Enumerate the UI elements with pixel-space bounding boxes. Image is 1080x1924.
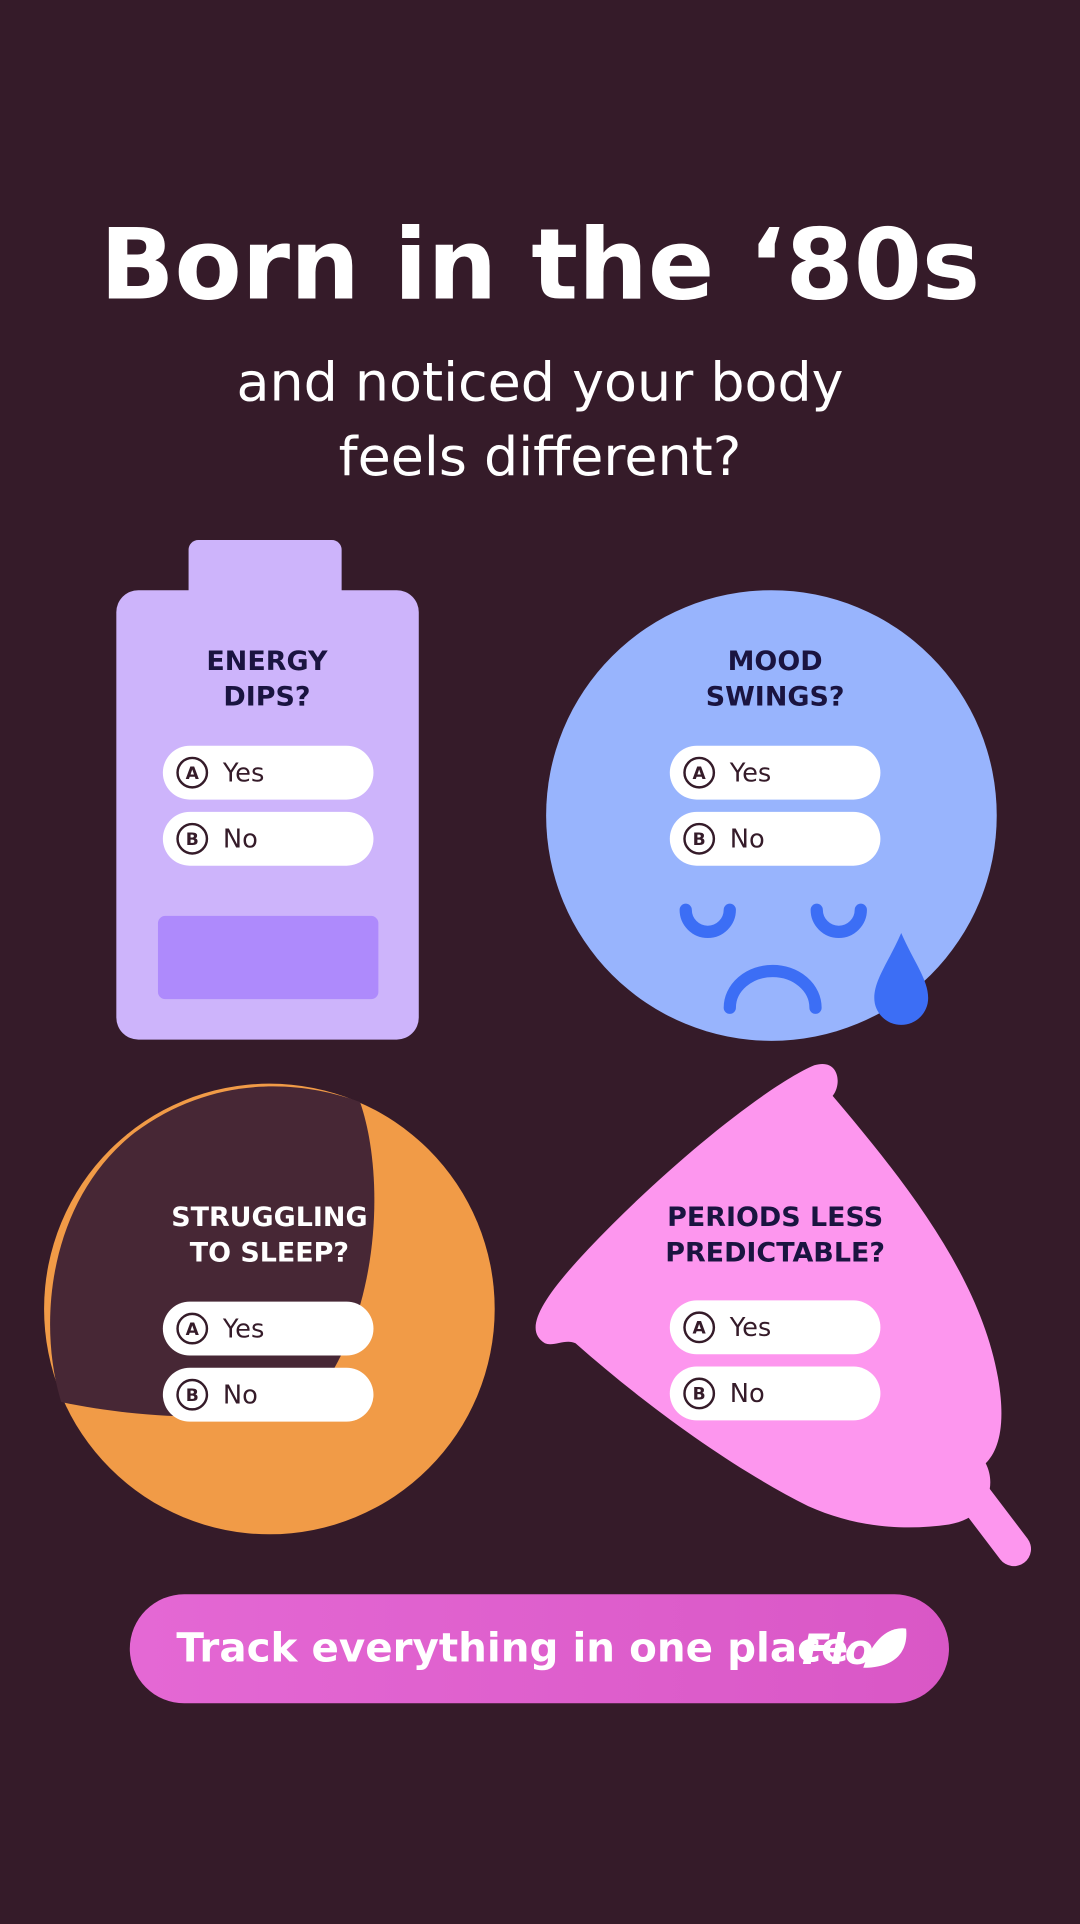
- option-letter: B: [693, 830, 706, 850]
- logo-leaf: [863, 1628, 907, 1668]
- option-badge: [176, 1312, 209, 1345]
- cta-background[interactable]: [129, 1594, 949, 1704]
- cup: [535, 1064, 1002, 1528]
- option-pill: [669, 745, 881, 800]
- tear: [874, 933, 929, 1025]
- question: TO SLEEP?: [190, 1237, 349, 1268]
- option-badge: [176, 1378, 209, 1411]
- subtitle: and noticed your body: [236, 350, 843, 413]
- question: MOOD: [728, 646, 823, 677]
- option-label: Yes: [729, 1313, 772, 1343]
- option-label: Yes: [729, 758, 772, 788]
- battery-level: [157, 915, 379, 1000]
- option-pill: [669, 1366, 881, 1421]
- option-badge: [683, 1311, 716, 1344]
- option-badge: [176, 822, 209, 855]
- option-label: Yes: [222, 1314, 265, 1344]
- option-letter: A: [186, 1320, 200, 1340]
- cta-button[interactable]: Track everything in one place Flo: [129, 1594, 949, 1704]
- question: SWINGS?: [706, 681, 845, 712]
- option-letter: A: [693, 1319, 707, 1339]
- question: PERIODS LESS: [667, 1202, 883, 1233]
- option-pill: [162, 1301, 374, 1356]
- cards: ENERGY DIPS? A Yes B No MOOD SWINGS? A Yes B No STRU…: [162, 646, 885, 1422]
- option-letter: B: [693, 1385, 706, 1405]
- option-label: No: [730, 825, 765, 855]
- option-pill: [162, 811, 374, 866]
- subtitle: feels different?: [339, 425, 742, 488]
- title: Born in the ‘80s: [100, 209, 980, 323]
- option-letter: B: [186, 830, 199, 850]
- option-pill: [162, 1367, 374, 1422]
- option-badge: [683, 1377, 716, 1410]
- option-badge: [683, 822, 716, 855]
- option-badge: [176, 756, 209, 789]
- option-pill: [669, 1300, 881, 1355]
- option-pill: [162, 745, 374, 800]
- option-label: No: [730, 1379, 765, 1409]
- option-label: No: [223, 825, 258, 855]
- option-label: Yes: [222, 758, 265, 788]
- question: DIPS?: [223, 681, 310, 712]
- question: ENERGY: [206, 646, 328, 677]
- option-letter: B: [186, 1386, 199, 1406]
- option-letter: A: [693, 764, 707, 784]
- option-label: No: [223, 1380, 258, 1410]
- option-letter: A: [186, 764, 200, 784]
- question: PREDICTABLE?: [665, 1237, 885, 1268]
- face-features: [679, 903, 867, 1014]
- cta-label[interactable]: Track everything in one place: [176, 1624, 848, 1672]
- option-badge: [683, 756, 716, 789]
- logo: Flo: [802, 1625, 873, 1674]
- option-pill: [669, 811, 881, 866]
- question: STRUGGLING: [171, 1202, 367, 1233]
